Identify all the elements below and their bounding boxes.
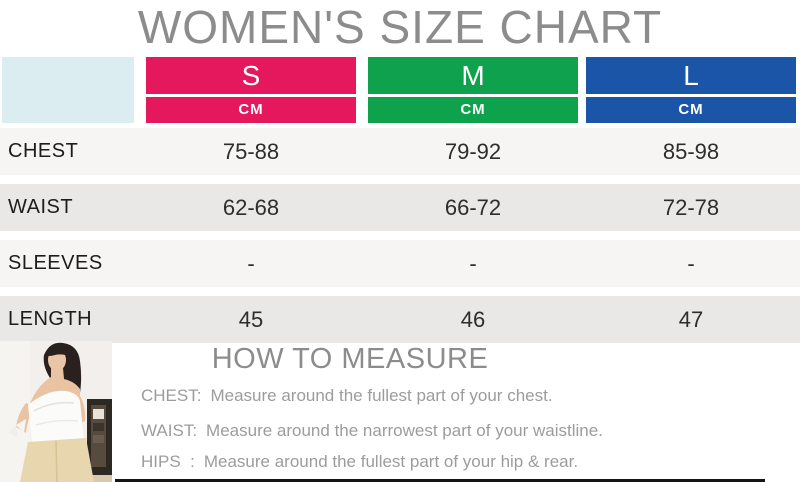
table-row-waist: WAIST 62-68 66-72 72-78 <box>0 184 800 231</box>
cell-waist-s: 62-68 <box>222 195 280 220</box>
cell-chest-s: 75-88 <box>222 139 280 164</box>
cell-sleeves-l: - <box>687 251 695 276</box>
row-label: SLEEVES <box>8 252 103 274</box>
size-header-s: S <box>146 57 356 94</box>
measure-label: HIPS : <box>141 452 195 471</box>
table-corner-cell <box>2 57 134 123</box>
model-photo <box>0 341 112 482</box>
cell-chest-l: 85-98 <box>662 139 720 164</box>
bottom-divider <box>115 479 765 482</box>
how-to-measure-heading: HOW TO MEASURE <box>211 343 489 375</box>
cell-length-s: 45 <box>238 307 264 332</box>
table-row-sleeves: SLEEVES - - - <box>0 240 800 287</box>
model-photo-illustration <box>0 341 112 482</box>
measure-instruction-waist: WAIST: Measure around the narrowest part … <box>141 420 603 442</box>
cell-waist-l: 72-78 <box>662 195 720 220</box>
table-row-length: LENGTH 45 46 47 <box>0 296 800 343</box>
unit-header-l: CM <box>586 97 796 123</box>
cell-waist-m: 66-72 <box>444 195 502 220</box>
page-title: WOMEN'S SIZE CHART <box>137 1 663 53</box>
measure-text: Measure around the narrowest part of you… <box>206 421 603 440</box>
unit-header-s: CM <box>146 97 356 123</box>
measure-instruction-chest: CHEST: Measure around the fullest part of… <box>141 385 553 407</box>
row-label: WAIST <box>8 196 74 218</box>
measure-instruction-hips: HIPS : Measure around the fullest part of… <box>141 451 578 473</box>
row-label: CHEST <box>8 140 79 162</box>
measure-label: CHEST: <box>141 386 202 405</box>
measure-label: WAIST: <box>141 421 198 440</box>
cell-chest-m: 79-92 <box>444 139 502 164</box>
row-label: LENGTH <box>8 308 93 330</box>
size-header-l: L <box>586 57 796 94</box>
cell-length-m: 46 <box>460 307 486 332</box>
unit-header-m: CM <box>368 97 578 123</box>
cell-length-l: 47 <box>678 307 704 332</box>
measure-text: Measure around the fullest part of your … <box>210 386 553 405</box>
size-header-m: M <box>368 57 578 94</box>
cell-sleeves-m: - <box>469 251 477 276</box>
table-row-chest: CHEST 75-88 79-92 85-98 <box>0 128 800 175</box>
cell-sleeves-s: - <box>247 251 255 276</box>
measure-text: Measure around the fullest part of your … <box>203 452 579 471</box>
